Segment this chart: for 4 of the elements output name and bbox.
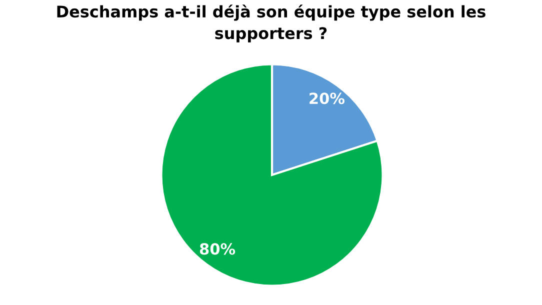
- data-label: 80%: [200, 243, 236, 255]
- chart-title: Deschamps a-t-il déjà son équipe type selon les supporters ?: [57, 4, 486, 42]
- pie-slice: [160, 63, 384, 287]
- data-label: 20%: [310, 92, 344, 104]
